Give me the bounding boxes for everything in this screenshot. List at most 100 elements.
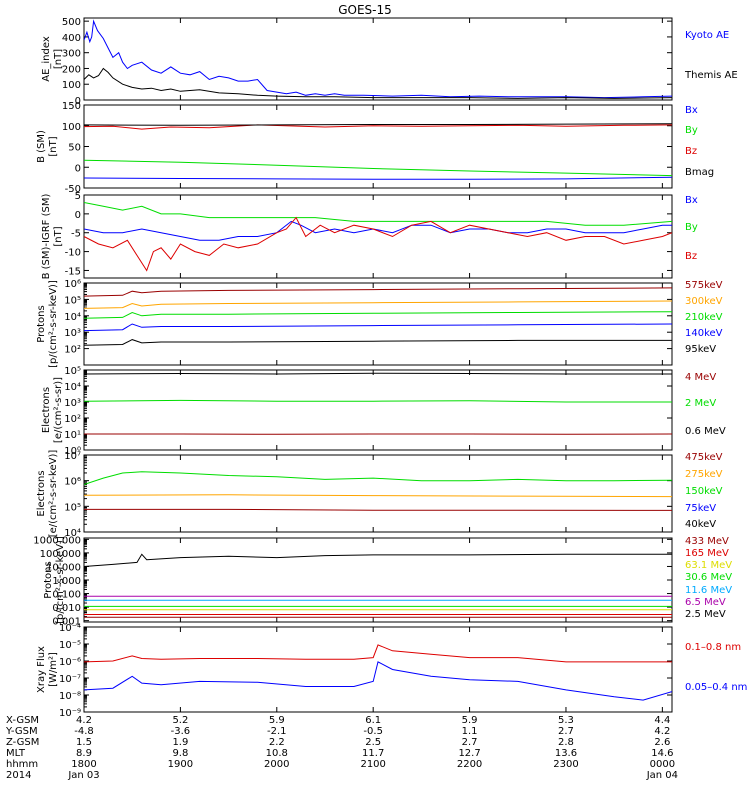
footer-value: 1.5 [76,737,92,748]
series-line-275kev [84,495,672,497]
legend-label: 40keV [685,519,716,530]
y-tick-label: 10⁵ [64,295,81,306]
legend-label: Bx [685,105,698,116]
y-tick-label: 10⁻⁴ [59,623,81,634]
footer-value: Jan 03 [67,770,99,781]
legend-label: 475keV [685,452,723,463]
footer-value: 2.5 [365,737,381,748]
series-line-0.1–0.8-nm [84,645,672,662]
series-line-bx [84,177,672,179]
y-tick-label: 10⁻⁷ [59,674,81,685]
legend-label: 300keV [685,296,723,307]
series-line-150kev [84,472,672,485]
y-axis-label: Protons [43,561,54,598]
y-axis-label: [e/(cm²-s-sr-keV)] [48,450,59,538]
footer-value: 5.9 [269,715,285,726]
series-line-140kev [84,324,672,331]
y-axis-label: Protons [36,305,47,342]
y-tick-label: 10² [64,414,81,425]
y-tick-label: 200 [62,64,81,75]
panel-frame [84,370,672,450]
y-tick-label: 100 [62,80,81,91]
series-line-0.05–0.4-nm [84,662,672,700]
y-tick-label: -10 [65,248,81,259]
y-tick-label: 10¹ [64,430,81,441]
y-axis-label: AE_index [41,36,52,82]
legend-label: 0.6 MeV [685,426,726,437]
y-axis-label: [nT] [53,49,64,69]
y-tick-label: 10⁶ [64,279,81,290]
footer-value: -4.8 [74,726,94,737]
footer-value: 9.8 [172,748,188,759]
series-line-by [84,160,672,175]
y-axis-label: [p/(cm²-s-sr-keV)] [55,536,66,624]
footer-value: 14.6 [651,748,673,759]
footer-value: -0.5 [363,726,383,737]
y-tick-label: 10⁵ [64,502,81,513]
y-tick-label: 10⁻⁵ [59,640,81,651]
y-tick-label: 10⁻⁶ [59,657,81,668]
footer-value: 4.2 [654,726,670,737]
footer-value: 1.9 [172,737,188,748]
footer-value: 1900 [168,759,193,770]
y-tick-label: 50 [68,143,81,154]
series-line-95kev [84,340,672,346]
legend-label: 140keV [685,328,723,339]
y-axis-label: [p/(cm²-s-sr-keV)] [48,280,59,368]
y-axis-label: [e/(cm²-s-sr)] [53,377,64,443]
footer-value: 2300 [553,759,578,770]
y-axis-label: Electrons [36,470,47,516]
legend-label: Kyoto AE [685,30,729,41]
series-line-2-mev [84,400,672,402]
legend-label: 433 MeV [685,536,729,547]
footer-value: 5.9 [462,715,478,726]
legend-label: 2 MeV [685,398,716,409]
legend-label: By [685,222,698,233]
y-tick-label: 10³ [64,328,81,339]
footer-value: 2.7 [462,737,478,748]
legend-label: 75keV [685,503,716,514]
footer-value: 0000 [650,759,675,770]
y-axis-label: Xray Flux [36,646,47,693]
y-tick-label: 5 [75,191,81,202]
chart-title: GOES-15 [338,3,392,17]
legend-label: Bz [685,251,697,262]
series-line-0.6-mev [84,373,672,374]
series-line-210kev [84,312,672,319]
series-line-575kev [84,288,672,296]
legend-label: 30.6 MeV [685,572,732,583]
y-axis-label: [nT] [48,136,59,156]
y-tick-label: 150 [62,101,81,112]
y-axis-label: [W/m²] [48,652,59,687]
series-line-300kev [84,301,672,308]
footer-value: 4.4 [654,715,670,726]
y-axis-label: B (SM) [36,130,47,163]
footer-value: 5.3 [558,715,574,726]
legend-label: 63.1 MeV [685,560,732,571]
footer-value: 6.1 [365,715,381,726]
footer-row-label: Z-GSM [6,737,39,748]
footer-value: 13.6 [555,748,577,759]
y-tick-label: 300 [62,49,81,60]
legend-label: 150keV [685,486,723,497]
footer-row-label: hhmm [6,759,38,770]
footer-value: 5.2 [172,715,188,726]
footer-value: 10.8 [266,748,288,759]
series-line-themis-ae [84,69,672,99]
y-tick-label: 10⁷ [64,451,81,462]
panel-7: 0.0010.0100.1001.00010.000100.0001000.00… [33,535,732,627]
panel-5: 10⁰10¹10²10³10⁴10⁵Electrons[e/(cm²-s-sr)… [41,366,726,457]
legend-label: 95keV [685,344,716,355]
legend-label: Bx [685,195,698,206]
footer-value: 8.9 [76,748,92,759]
panel-frame [84,18,672,100]
footer-row-label: X-GSM [6,715,39,726]
legend-label: By [685,125,698,136]
y-axis-label: Electrons [41,387,52,433]
footer-row-label: Y-GSM [5,726,38,737]
